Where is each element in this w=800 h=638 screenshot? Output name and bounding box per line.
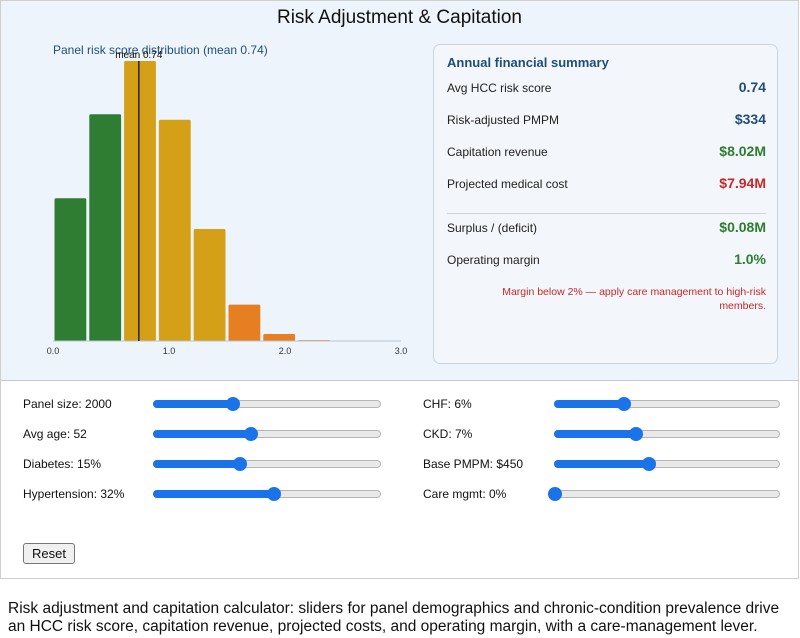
summary-divider xyxy=(447,213,766,214)
base-pmpm-control: Base PMPM: $450 xyxy=(423,454,780,474)
ckd-label: CKD: 7% xyxy=(423,427,473,441)
metric-value: $8.02M xyxy=(719,143,766,159)
slider-thumb[interactable] xyxy=(617,397,632,411)
slider-fill xyxy=(153,430,252,438)
care-mgmt-control: Care mgmt: 0% xyxy=(423,484,780,504)
x-tick-label: 2.0 xyxy=(279,346,292,356)
histogram-bar xyxy=(124,61,156,341)
ckd-control: CKD: 7% xyxy=(423,424,780,444)
x-tick-label: 0.0 xyxy=(47,346,60,356)
risk-score-histogram: Panel risk score distribution (mean 0.74… xyxy=(47,43,408,356)
avg-age-control: Avg age: 52 xyxy=(23,424,381,444)
reset-button[interactable]: Reset xyxy=(23,543,75,564)
chf-slider[interactable] xyxy=(554,397,780,411)
controls-panel: Panel size: 2000 Avg age: 52 Diabetes: 1… xyxy=(1,381,798,579)
base-pmpm-slider[interactable] xyxy=(554,457,780,471)
metric-value: 1.0% xyxy=(734,251,766,267)
metric-label: Avg HCC risk score xyxy=(447,81,552,95)
avg-age-slider[interactable] xyxy=(153,427,381,441)
histogram-bar xyxy=(89,114,122,341)
metric-risk-adjusted-pmpm: Risk-adjusted PMPM $334 xyxy=(447,111,766,131)
metric-value: $334 xyxy=(734,111,766,127)
metric-value: $0.08M xyxy=(719,219,766,235)
base-pmpm-label: Base PMPM: $450 xyxy=(423,457,524,471)
metric-avg-hcc-risk-score: Avg HCC risk score 0.74 xyxy=(447,79,766,99)
app-title: Risk Adjustment & Capitation xyxy=(276,7,522,28)
care-mgmt-slider[interactable] xyxy=(548,487,780,501)
histogram-bar xyxy=(158,119,191,341)
avg-age-label: Avg age: 52 xyxy=(23,427,87,441)
chf-control: CHF: 6% xyxy=(423,394,780,414)
slider-thumb[interactable] xyxy=(642,457,657,471)
metric-capitation-revenue: Capitation revenue $8.02M xyxy=(447,143,766,163)
mean-label: mean 0.74 xyxy=(115,50,163,61)
slider-fill xyxy=(554,460,650,468)
slider-fill xyxy=(153,490,274,498)
histogram-bar xyxy=(263,334,296,341)
metric-label: Operating margin xyxy=(447,253,540,267)
slider-thumb[interactable] xyxy=(548,487,562,501)
histogram-bar xyxy=(228,304,261,341)
panel-size-control: Panel size: 2000 xyxy=(23,394,381,414)
metric-label: Surplus / (deficit) xyxy=(447,221,538,235)
margin-warning: Margin below 2% — apply care management … xyxy=(502,286,766,312)
slider-fill xyxy=(554,400,625,408)
hypertension-label: Hypertension: 32% xyxy=(23,487,125,501)
metric-label: Risk-adjusted PMPM xyxy=(447,113,560,127)
diabetes-slider[interactable] xyxy=(153,457,381,471)
metric-value: $7.94M xyxy=(719,175,766,191)
slider-thumb[interactable] xyxy=(266,487,281,501)
histogram-bar xyxy=(54,198,87,341)
diabetes-control: Diabetes: 15% xyxy=(23,454,381,474)
slider-fill xyxy=(153,460,240,468)
slider-thumb[interactable] xyxy=(232,457,247,471)
slider-thumb[interactable] xyxy=(628,427,643,441)
chart-title: Panel risk score distribution (mean 0.74… xyxy=(53,43,268,57)
slider-thumb[interactable] xyxy=(226,397,241,411)
metric-surplus: Surplus / (deficit) $0.08M xyxy=(447,219,766,239)
results-panel: Risk Adjustment & Capitation Panel risk … xyxy=(1,1,798,381)
metric-label: Projected medical cost xyxy=(447,177,568,191)
app-frame: Risk Adjustment & Capitation Panel risk … xyxy=(0,0,799,579)
x-tick-label: 1.0 xyxy=(163,346,176,356)
summary-title: Annual financial summary xyxy=(447,55,609,70)
slider-thumb[interactable] xyxy=(244,427,259,441)
histogram-bar xyxy=(193,229,226,341)
metric-projected-medical-cost: Projected medical cost $7.94M xyxy=(447,175,766,195)
hypertension-control: Hypertension: 32% xyxy=(23,484,381,504)
metric-operating-margin: Operating margin 1.0% xyxy=(447,251,766,271)
ckd-slider[interactable] xyxy=(554,427,780,441)
figure-caption: Risk adjustment and capitation calculato… xyxy=(8,600,780,635)
metric-value: 0.74 xyxy=(738,79,766,95)
slider-fill xyxy=(153,400,234,408)
diabetes-label: Diabetes: 15% xyxy=(23,457,102,471)
panel-size-label: Panel size: 2000 xyxy=(23,397,112,411)
panel-size-slider[interactable] xyxy=(153,397,381,411)
slider-fill xyxy=(554,430,636,438)
chf-label: CHF: 6% xyxy=(423,397,472,411)
care-mgmt-label: Care mgmt: 0% xyxy=(423,487,507,501)
metric-label: Capitation revenue xyxy=(447,145,548,159)
financial-summary-card: Annual financial summary Avg HCC risk sc… xyxy=(433,44,778,364)
hypertension-slider[interactable] xyxy=(153,487,381,501)
x-tick-label: 3.0 xyxy=(395,346,408,356)
